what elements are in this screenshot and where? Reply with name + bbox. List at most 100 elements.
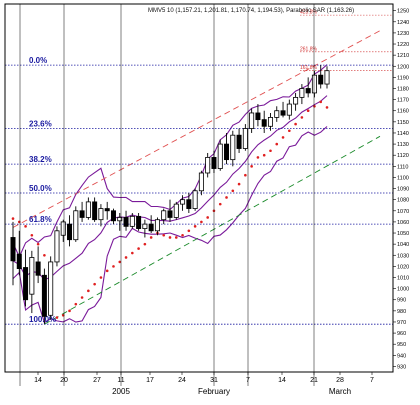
candle-body <box>224 143 230 161</box>
candle-body <box>154 219 160 232</box>
candle-body <box>230 134 236 161</box>
y-tick-label: 1040 <box>397 242 409 248</box>
sar-dot <box>281 136 285 139</box>
y-tick-label: 1190 <box>397 75 409 81</box>
sar-dot <box>168 236 172 239</box>
lower-trendline <box>44 135 381 325</box>
sar-dot <box>269 149 272 153</box>
sar-dot <box>43 253 46 257</box>
lower-band <box>12 126 328 324</box>
sar-dot <box>162 233 166 237</box>
y-tick-label: 1050 <box>397 231 409 237</box>
candle-body <box>73 210 79 241</box>
sar-dot <box>250 165 253 168</box>
sar-dot <box>325 106 329 109</box>
sar-dot <box>105 269 109 273</box>
sar-dot <box>187 229 191 233</box>
sar-dot <box>137 247 140 250</box>
sar-dot <box>11 217 15 220</box>
y-tick-label: 1220 <box>397 42 409 48</box>
sar-dot <box>36 242 40 246</box>
y-tick-label: 1180 <box>397 86 409 92</box>
sar-dot <box>174 236 178 239</box>
sar-dot <box>244 173 247 177</box>
sar-dot <box>80 296 84 299</box>
candle-body <box>117 217 123 222</box>
y-tick-label: 1240 <box>397 20 409 26</box>
y-tick-label: 930 <box>397 364 406 370</box>
candle-body <box>261 119 267 127</box>
y-tick-label: 1020 <box>397 264 409 270</box>
y-tick-label: 1000 <box>397 287 409 293</box>
sar-dot <box>237 182 241 186</box>
candle-body <box>23 267 29 301</box>
sar-dot <box>131 251 134 255</box>
candle-body <box>41 274 47 317</box>
sar-dot <box>200 220 203 224</box>
sar-dot <box>275 142 279 146</box>
y-tick-label: 1150 <box>397 120 409 126</box>
candle-body <box>98 208 104 221</box>
fib-label: 61.8% <box>29 215 52 224</box>
x-tick-label: 14 <box>278 377 286 384</box>
candle-body <box>48 261 54 316</box>
y-tick-label: 950 <box>397 342 406 348</box>
candle-body <box>236 134 242 149</box>
candle-body <box>274 110 280 118</box>
candle-body <box>67 223 73 241</box>
candle-body <box>311 74 317 94</box>
candle-body <box>60 221 66 236</box>
y-tick-label: 980 <box>397 309 406 315</box>
y-tick-label: 1070 <box>397 209 409 215</box>
candle-body <box>148 223 154 232</box>
sar-dot <box>294 122 297 126</box>
candle-body <box>318 74 324 85</box>
sar-dot <box>181 233 184 237</box>
candle-body <box>192 190 198 209</box>
y-tick-label: 970 <box>397 320 406 326</box>
y-tick-label: 1060 <box>397 220 409 226</box>
fibonacci-layer: 0.0% 23.6% 38.2% 50.0% 61.8% 100.0% 423.8% 261.… <box>5 10 393 325</box>
x-tick-label: 24 <box>178 377 186 384</box>
y-tick-label: 1010 <box>397 275 409 281</box>
candle-body <box>255 112 261 121</box>
sar-dot <box>143 242 147 246</box>
candle-body <box>324 70 330 85</box>
candle-body <box>123 217 129 227</box>
candle-body <box>85 201 91 218</box>
y-tick-label: 1170 <box>397 98 409 104</box>
x-tick-label: 17 <box>146 377 154 384</box>
x-tick-label: 31 <box>210 377 218 384</box>
y-tick-label: 1210 <box>397 53 409 59</box>
sar-dot <box>118 260 122 264</box>
candle-body <box>217 143 223 169</box>
sar-dot <box>206 216 209 219</box>
candle-body <box>205 157 211 174</box>
y-tick-label: 1110 <box>397 164 408 170</box>
parabolic-sar-layer <box>11 100 329 319</box>
ext-label: 161.8% <box>300 65 318 71</box>
sar-dot <box>124 256 128 259</box>
sar-dot <box>313 104 316 108</box>
candle-body <box>79 210 85 218</box>
sar-dot <box>218 202 222 206</box>
month-label: February <box>198 387 230 396</box>
sar-dot <box>262 153 266 157</box>
candle-body <box>173 203 179 218</box>
x-tick-label: 28 <box>336 377 344 384</box>
candle-body <box>136 215 142 229</box>
y-tick-label: 1200 <box>397 64 409 70</box>
sar-dot <box>99 276 103 279</box>
candle-body <box>54 230 60 263</box>
candle-body <box>249 112 255 129</box>
y-tick-label: 1080 <box>397 198 409 204</box>
ext-label: 423.8% <box>300 10 318 16</box>
sar-dot <box>149 236 153 239</box>
candles-layer <box>10 65 330 325</box>
candle-body <box>110 210 116 222</box>
y-tick-label: 1030 <box>397 253 409 259</box>
y-tick-label: 1130 <box>397 142 409 148</box>
